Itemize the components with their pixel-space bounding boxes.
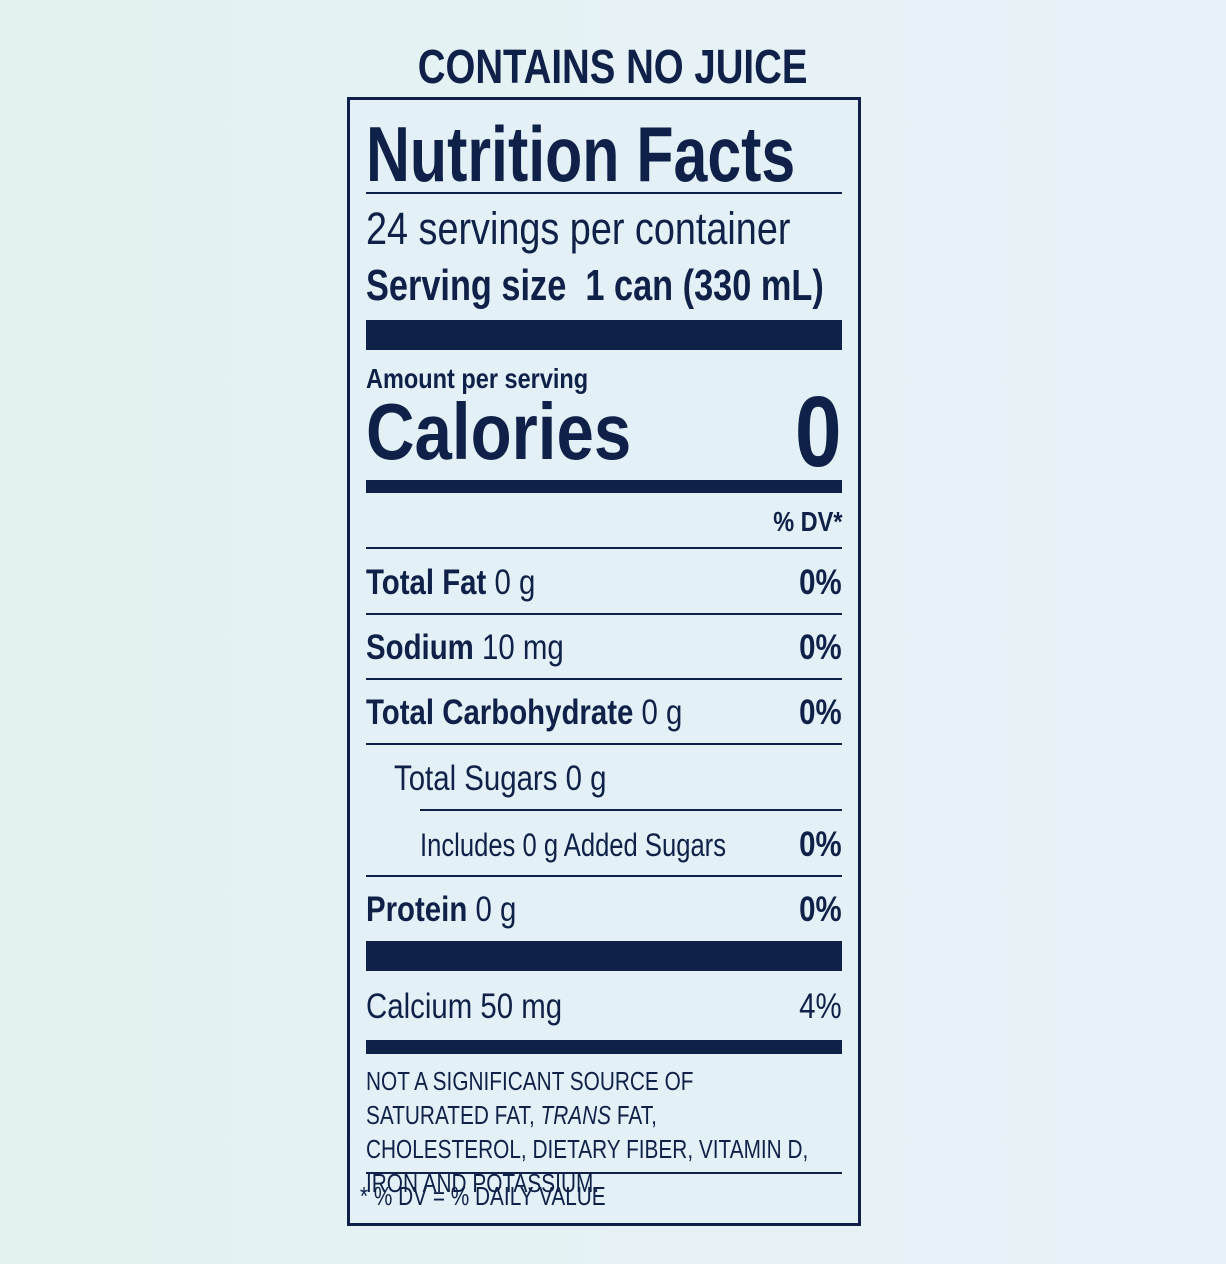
nutrient-row: Includes 0 g Added Sugars 0%: [420, 825, 842, 865]
rule: [366, 613, 842, 615]
nutrient-name: Total Fat: [366, 563, 487, 602]
nutrient-name: Total Carbohydrate: [366, 693, 634, 732]
nutrient-name: Includes 0 g Added Sugars: [420, 827, 726, 863]
medium-rule: [366, 480, 842, 493]
nutrient-row: Calcium 50 mg 4%: [366, 987, 842, 1027]
nutrient-name: Protein: [366, 890, 468, 929]
nutrient-row: Protein 0 g 0%: [366, 890, 842, 930]
calories-label: Calories: [366, 387, 632, 476]
title: Nutrition Facts: [366, 110, 796, 198]
nutrient-row: Sodium 10 mg 0%: [366, 628, 842, 668]
dv-header: % DV*: [772, 506, 842, 537]
rule: [366, 547, 842, 549]
nutrition-label: Nutrition Facts 24 servings per containe…: [347, 97, 861, 1226]
thick-rule: [366, 320, 842, 350]
dv-note: * % DV = % DAILY VALUE: [360, 1181, 606, 1211]
nutrient-amount: 10 mg: [481, 628, 564, 667]
nutrient-dv: 4%: [799, 987, 842, 1026]
footnote-italic: TRANS: [540, 1100, 612, 1130]
rule: [366, 192, 842, 194]
nutrient-dv: 0%: [799, 890, 842, 929]
nutrient-row: Total Sugars 0 g: [394, 759, 842, 799]
servings: 24 servings per container: [366, 203, 791, 254]
nutrient-dv: 0%: [799, 825, 842, 864]
thick-rule: [366, 941, 842, 971]
rule: [366, 1172, 842, 1174]
serving-size-label: Serving size: [366, 261, 567, 310]
serving-size: 1 can (330 mL): [585, 261, 824, 310]
nutrient-amount: 0 g: [565, 759, 607, 798]
nutrient-amount: 0 g: [475, 890, 517, 929]
rule: [366, 743, 842, 745]
nutrient-name: Total Sugars: [394, 759, 558, 798]
nutrient-dv: 0%: [799, 563, 842, 602]
header: CONTAINS NO JUICE: [418, 41, 808, 94]
footnote-text: NOT A SIGNIFICANT SOURCE OF SATURATED FA…: [366, 1066, 694, 1130]
calories-value: 0: [795, 376, 842, 488]
rule: [366, 875, 842, 877]
header-wrap: CONTAINS NO JUICE: [0, 40, 1226, 96]
nutrient-name: Sodium: [366, 628, 474, 667]
nutrient-row: Total Fat 0 g 0%: [366, 563, 842, 603]
rule: [366, 678, 842, 680]
nutrient-amount: 50 mg: [480, 987, 563, 1026]
nutrient-dv: 0%: [799, 693, 842, 732]
nutrient-row: Total Carbohydrate 0 g 0%: [366, 693, 842, 733]
nutrient-amount: 0 g: [494, 563, 536, 602]
rule: [420, 809, 842, 811]
nutrient-name: Calcium: [366, 987, 473, 1026]
amount-label: Amount per serving: [366, 363, 589, 394]
nutrient-amount: 0 g: [641, 693, 683, 732]
medium-rule: [366, 1040, 842, 1054]
nutrient-dv: 0%: [799, 628, 842, 667]
